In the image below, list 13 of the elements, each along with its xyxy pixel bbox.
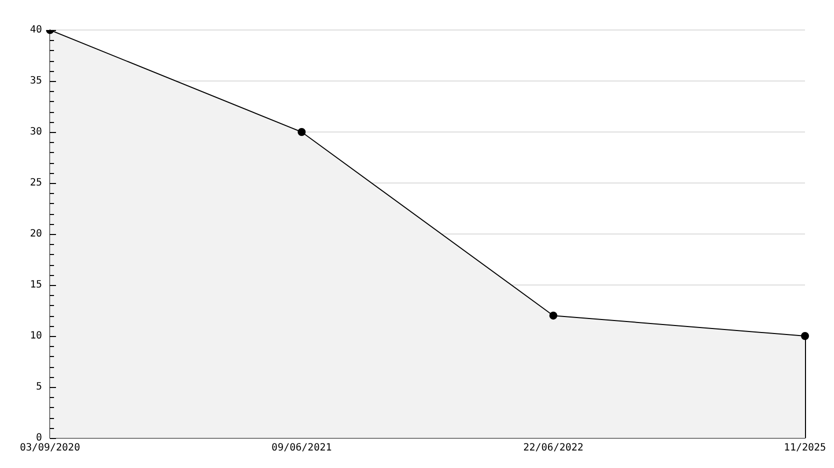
y-tick-label: 15 xyxy=(30,280,42,291)
x-tick-label: 22/06/2022 xyxy=(523,442,584,454)
y-tick-label: 40 xyxy=(30,24,42,36)
x-tick-label: 03/09/2020 xyxy=(20,442,80,454)
y-tick-label: 5 xyxy=(36,382,42,393)
y-tick-label: 35 xyxy=(30,76,42,87)
y-tick-label: 10 xyxy=(30,330,42,342)
x-tick-label: 11/2025 xyxy=(784,442,826,454)
y-tick-label: 30 xyxy=(30,126,42,138)
y-tick-label: 0 xyxy=(36,432,42,444)
x-tick-label: 09/06/2021 xyxy=(272,442,332,454)
y-tick-label: 25 xyxy=(30,178,42,189)
y-tick-label: 20 xyxy=(30,228,42,240)
